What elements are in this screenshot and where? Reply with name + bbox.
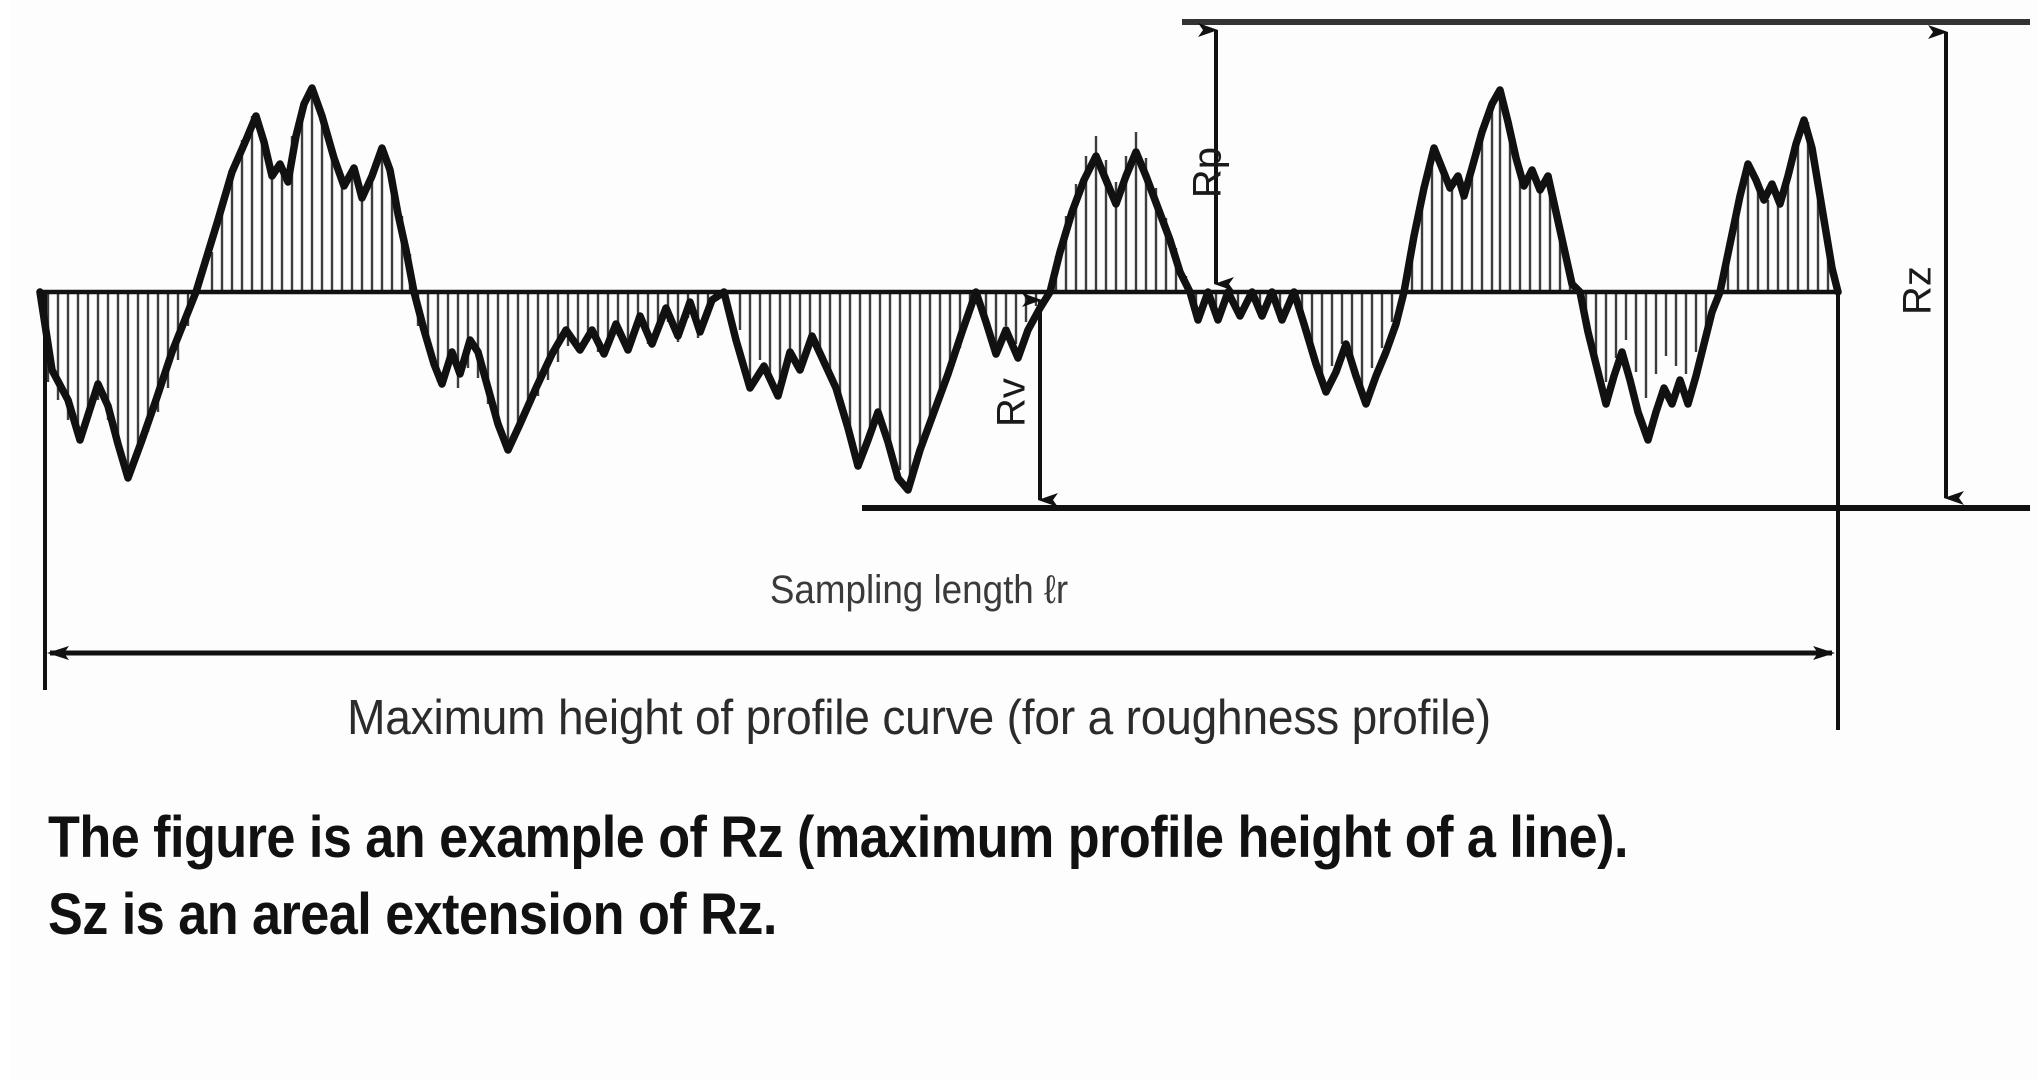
rz-label: Rz xyxy=(1895,266,1940,315)
hatching-below-mean xyxy=(46,292,1718,478)
body-text-line-2: Sz is an areal extension of Rz. xyxy=(48,881,777,947)
rv-label: Rv xyxy=(989,378,1034,427)
body-text-block: The figure is an example of Rz (maximum … xyxy=(48,800,1948,953)
sampling-length-label: Sampling length ℓr xyxy=(769,568,1069,612)
rp-label: Rp xyxy=(1185,146,1230,199)
body-text-line-1: The figure is an example of Rz (maximum … xyxy=(48,805,1628,870)
figure-caption: Maximum height of profile curve (for a r… xyxy=(347,691,1491,745)
roughness-profile-curve xyxy=(36,84,1842,494)
hatching-above-mean xyxy=(210,88,1830,292)
